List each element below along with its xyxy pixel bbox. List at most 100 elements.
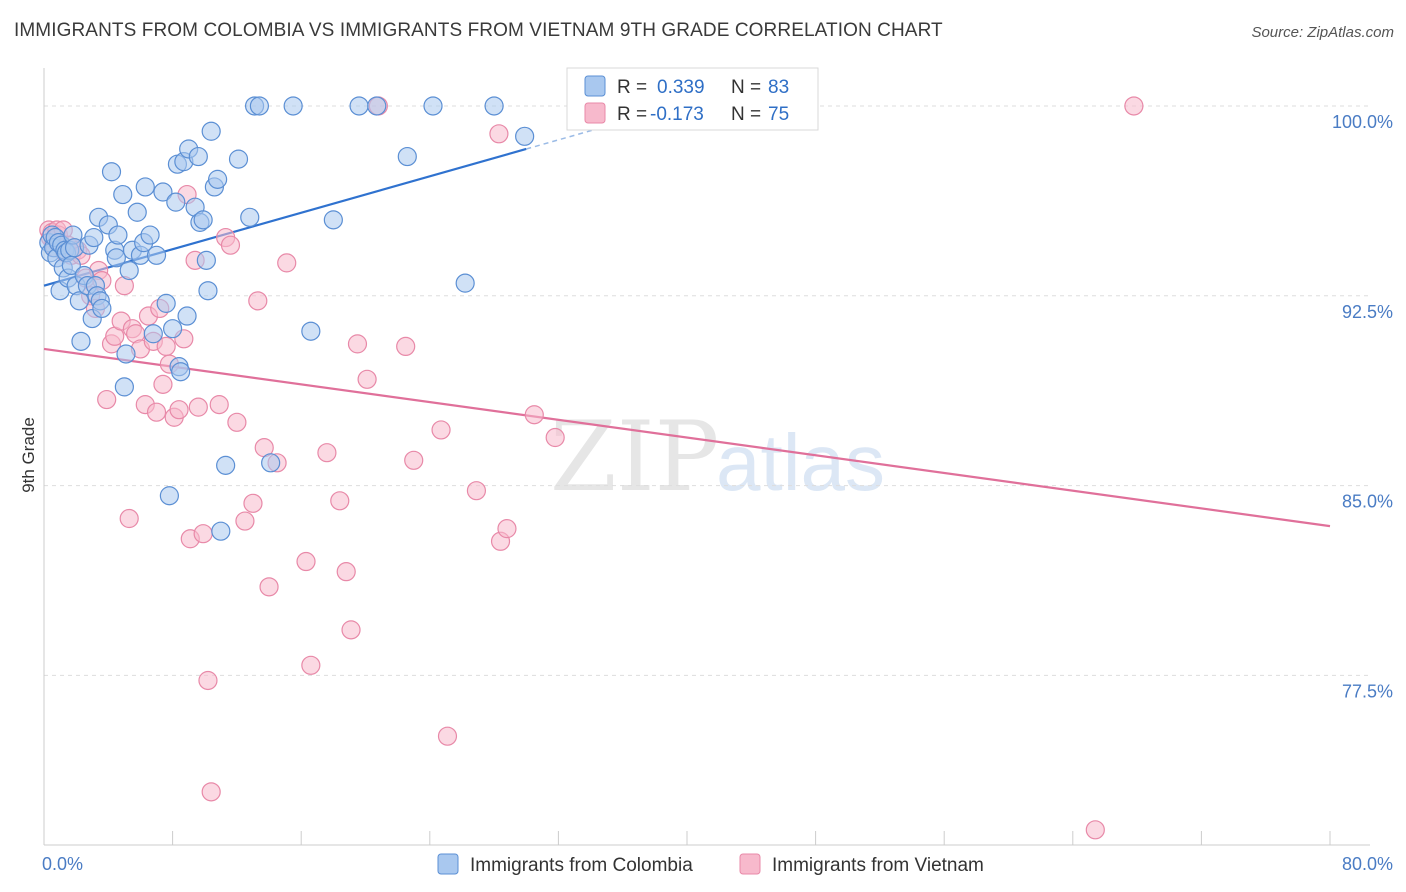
colombia-point (106, 248, 126, 268)
colombia-point (108, 225, 128, 245)
x-tick-label: 0.0% (42, 854, 83, 874)
vietnam-point (169, 400, 189, 420)
colombia-point (397, 146, 417, 167)
colombia-point (159, 486, 179, 506)
series-legend-label-colombia: Immigrants from Colombia (470, 855, 693, 876)
vietnam-point (201, 782, 221, 802)
vietnam-point (341, 620, 361, 640)
colombia-point (119, 260, 139, 281)
vietnam-point (146, 402, 167, 422)
vietnam-point (317, 443, 337, 463)
legend-r-label-colombia: R = (617, 77, 647, 98)
colombia-point (196, 250, 216, 270)
vietnam-point (357, 369, 377, 389)
y-tick-label: 85.0% (1342, 492, 1393, 512)
legend-swatch-vietnam (584, 102, 606, 124)
gridlines (44, 105, 1370, 676)
vietnam-point (209, 395, 229, 415)
y-tick-label: 77.5% (1342, 681, 1393, 701)
colombia-point (127, 202, 147, 222)
vietnam-point (277, 253, 297, 273)
legend-r-value-vietnam: -0.173 (650, 104, 704, 125)
colombia-point (515, 126, 535, 146)
colombia-point (71, 331, 91, 351)
colombia-point (240, 207, 260, 227)
colombia-point (216, 455, 236, 475)
vietnam-point (396, 336, 416, 357)
legend-r-value-colombia: 0.339 (657, 77, 705, 98)
legend-n-label-vietnam: N = (731, 104, 761, 125)
colombia-point (283, 96, 303, 116)
colombia-point (84, 227, 104, 248)
colombia-point (171, 362, 191, 382)
vietnam-point (119, 508, 139, 529)
vietnam-point (248, 291, 268, 311)
colombia-point (228, 149, 249, 169)
vietnam-point (437, 726, 458, 746)
vietnam-point (524, 405, 544, 425)
legend-swatch-colombia (584, 75, 606, 97)
vietnam-point (198, 670, 218, 691)
vietnam-point (347, 334, 368, 354)
colombia-point (261, 453, 281, 473)
colombia-point (208, 169, 228, 189)
colombia-point (423, 96, 443, 116)
colombia-point (101, 162, 122, 182)
colombia-point (92, 298, 112, 319)
colombia-point (146, 245, 167, 265)
vietnam-point (489, 124, 509, 144)
y-tick-label: 100.0% (1332, 112, 1393, 132)
stats-legend: R = 0.339 N = 83 R = -0.173 N = 75 (566, 67, 819, 131)
colombia-point (484, 96, 504, 116)
vietnam-point (188, 397, 208, 417)
colombia-point (301, 321, 321, 341)
colombia-point (114, 377, 134, 397)
vietnam-point (296, 551, 316, 572)
colombia-point (455, 273, 475, 293)
watermark-atlas: atlas (716, 418, 885, 507)
chart-title: IMMIGRANTS FROM COLOMBIA VS IMMIGRANTS F… (14, 20, 943, 41)
colombia-point (249, 96, 270, 116)
series-colombia-points (39, 96, 535, 541)
legend-n-label-colombia: N = (731, 77, 761, 98)
vietnam-point (336, 562, 356, 582)
colombia-point (69, 291, 89, 311)
colombia-point (177, 306, 197, 326)
colombia-point (140, 225, 160, 245)
vietnam-point (431, 420, 451, 440)
vietnam-point (153, 374, 173, 394)
vietnam-point (227, 412, 247, 432)
colombia-point (211, 521, 231, 541)
colombia-point (113, 184, 133, 205)
vietnam-point (301, 655, 321, 675)
legend-r-label-vietnam: R = (617, 104, 647, 125)
colombia-point (193, 210, 213, 230)
vietnam-point (97, 389, 117, 410)
stats-legend-box (566, 67, 819, 131)
series-legend-swatch-vietnam (739, 853, 761, 875)
colombia-point (156, 293, 176, 313)
colombia-point (143, 324, 163, 344)
series-legend-label-vietnam: Immigrants from Vietnam (772, 855, 984, 876)
colombia-point (135, 177, 155, 197)
colombia-point (163, 319, 183, 339)
colombia-point (201, 121, 221, 141)
x-tick-label: 80.0% (1342, 854, 1393, 874)
source-label: Source: ZipAtlas.com (1251, 24, 1394, 41)
y-axis-label: 9th Grade (19, 417, 38, 493)
y-tick-label: 92.5% (1342, 302, 1393, 322)
axes (43, 68, 1370, 846)
vietnam-point (545, 427, 565, 448)
series-legend: Immigrants from Colombia Immigrants from… (437, 853, 984, 876)
vietnam-point (193, 524, 213, 544)
colombia-point (188, 146, 208, 167)
colombia-point (166, 192, 186, 212)
vietnam-point (235, 511, 255, 531)
colombia-point (349, 96, 369, 116)
vietnam-point (243, 493, 263, 513)
vietnam-point (404, 450, 424, 470)
colombia-point (153, 182, 173, 202)
colombia-point (367, 96, 387, 116)
series-legend-swatch-colombia (437, 853, 459, 875)
